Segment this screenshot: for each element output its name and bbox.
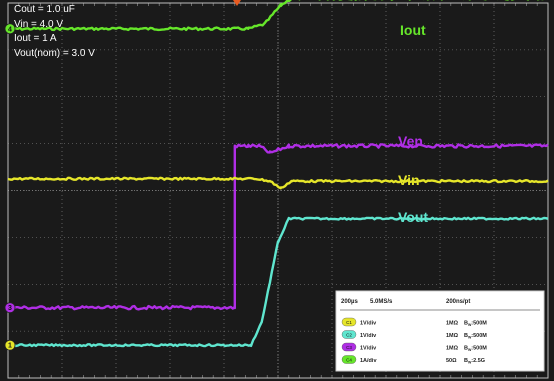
readout-coupling: 1MΩ [446, 346, 459, 352]
trace-vin [7, 176, 549, 190]
readout-scale: 1V/div [360, 321, 377, 327]
readout-coupling: 1MΩ [446, 321, 459, 327]
marker-iout [4, 23, 16, 35]
trace-vout [7, 216, 549, 348]
readout-timebase: 200µs [341, 299, 358, 305]
readout-rows: C1 1V/div 1MΩ BW:500M C2 1V/div 1MΩ BW:500M C3 1V… [341, 317, 487, 365]
readout-channel-id: C1 [346, 320, 352, 325]
readout-bandwidth: BW:500M [464, 333, 487, 340]
label-ven: Ven [398, 133, 423, 149]
marker-symbol: 1 [8, 343, 12, 350]
marker-ven [4, 302, 16, 314]
readout-sample-rate: 5.0MS/s [370, 299, 393, 305]
readout-bandwidth: BW:2.5G [464, 358, 485, 365]
condition-vin: Vin = 4.0 V [14, 18, 64, 30]
readout-bandwidth: BW:500M [464, 321, 487, 328]
readout-scale: 1A/div [360, 358, 377, 364]
marker-symbol: 4 [8, 26, 12, 33]
marker-symbol: 3 [8, 305, 12, 312]
readout-channel-id: C2 [346, 333, 352, 338]
readout-channel-id: C4 [346, 358, 352, 363]
waveform-traces [7, 0, 549, 348]
condition-vout-nom: Vout(nom) = 3.0 V [14, 47, 95, 59]
label-vin: Vin [398, 172, 420, 188]
readout-channel-badge [341, 317, 357, 327]
readout-coupling: 1MΩ [446, 333, 459, 339]
channel-readout-panel: 200µs 5.0MS/s 200ns/pt C1 1V/div 1MΩ BW:500… [335, 290, 545, 372]
readout-bandwidth: BW:500M [464, 346, 487, 353]
readout-channel-id: C3 [346, 345, 352, 350]
trace-labels: Iout Ven Vin Vout [398, 22, 428, 225]
readout-panel-frame [335, 290, 545, 372]
readout-scale: 1V/div [360, 346, 377, 352]
trigger-position-icon [233, 0, 241, 6]
readout-coupling: 50Ω [446, 358, 457, 364]
readout-scale: 1V/div [360, 333, 377, 339]
readout-channel-badge [341, 342, 357, 352]
readout-channel-badge [341, 330, 357, 339]
trace-ven [7, 143, 549, 311]
label-vout: Vout [398, 209, 428, 225]
label-iout: Iout [400, 22, 426, 38]
condition-iout: Iout = 1 A [14, 33, 57, 44]
channel-markers: 4 3 1 [4, 23, 16, 351]
condition-cout: Cout = 1.0 uF [14, 4, 75, 15]
graticule-border [7, 2, 549, 379]
marker-vout [4, 339, 16, 351]
readout-resolution: 200ns/pt [446, 299, 470, 305]
trigger-marker [233, 0, 241, 6]
test-conditions: Cout = 1.0 uF Vin = 4.0 V Iout = 1 A Vou… [14, 3, 95, 61]
readout-channel-badge [341, 355, 357, 364]
trace-iout [7, 0, 545, 32]
